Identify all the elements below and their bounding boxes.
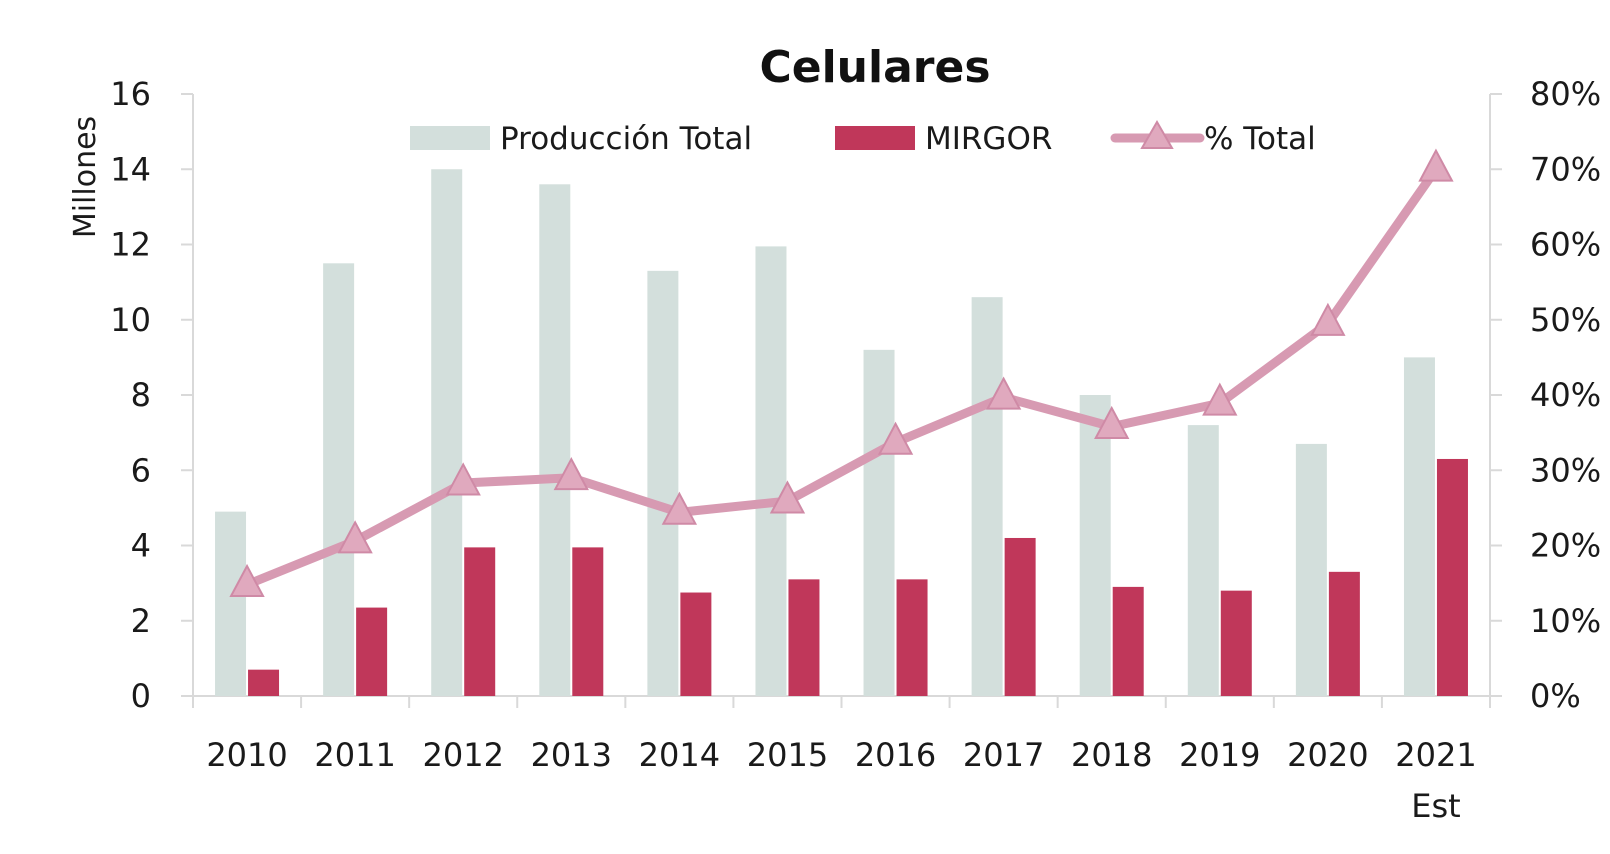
y-tick-label: 16: [110, 75, 151, 113]
x-tick-label: 2012: [422, 736, 503, 774]
y-axis-title: Millones: [68, 116, 103, 238]
mirgor-bar-2010: [248, 669, 280, 696]
percent-marker-2017: [985, 376, 1022, 410]
legend-swatch-mirgor: [835, 126, 915, 150]
y-tick-label: 10: [110, 301, 151, 339]
produccion-bar-2010: [215, 511, 247, 696]
x-tick-label: 2015: [747, 736, 828, 774]
y-tick-label: 6: [131, 451, 151, 489]
produccion-bar-2012: [431, 169, 463, 696]
percent-marker-2020: [1310, 302, 1346, 336]
tick-labels: 0 2 4 6 8 10 12 14 16 0% 10% 20% 30% 40% 50% 60% 70% 80% 2…: [110, 75, 1601, 825]
legend-swatch-percent-marker: [1140, 119, 1174, 149]
mirgor-bar-2018: [1112, 586, 1144, 696]
y2-tick-label: 70%: [1530, 150, 1601, 188]
produccion-bar-2017: [971, 297, 1003, 696]
percent-marker-2013: [553, 457, 589, 491]
x-tick-label: 2021: [1395, 736, 1476, 774]
produccion-bar-2021: [1403, 357, 1435, 696]
produccion-bar-2018: [1079, 395, 1111, 696]
x-tick-label: 2010: [206, 736, 287, 774]
y-tick-label: 0: [131, 677, 151, 715]
y2-tick-label: 0%: [1530, 677, 1581, 715]
produccion-bar-2020: [1295, 443, 1327, 696]
mirgor-bar-2015: [788, 579, 820, 696]
y2-tick-label: 60%: [1530, 226, 1601, 264]
y2-tick-label: 10%: [1530, 602, 1601, 640]
y2-tick-label: 80%: [1530, 75, 1601, 113]
produccion-bar-2015: [755, 246, 787, 696]
percent-marker-2021: [1418, 148, 1454, 182]
x-tick-label: 2011: [314, 736, 395, 774]
y2-tick-label: 30%: [1530, 451, 1601, 489]
percent-marker-2010: [229, 563, 265, 598]
x-tick-label: 2018: [1071, 736, 1152, 774]
mirgor-bar-2016: [896, 579, 928, 696]
legend-swatch-produccion: [410, 126, 490, 150]
mirgor-bar-2017: [1004, 537, 1036, 696]
x-tick-label: 2016: [855, 736, 936, 774]
axes: [181, 93, 1502, 708]
legend-label-percent: % Total: [1204, 121, 1316, 157]
x-tick-label: 2014: [639, 736, 720, 774]
produccion-bar-2019: [1187, 425, 1219, 696]
bars: [215, 169, 1468, 697]
legend-label-mirgor: MIRGOR: [925, 121, 1052, 157]
x-tick-label: 2013: [531, 736, 612, 774]
percent-marker-2014: [661, 491, 698, 525]
legend: Producción Total MIRGOR % Total: [410, 119, 1316, 157]
produccion-bar-2011: [323, 263, 355, 696]
mirgor-bar-2011: [356, 607, 388, 696]
x-tick-sublabel: Est: [1411, 787, 1460, 825]
chart-title: Celulares: [759, 42, 990, 93]
mirgor-bar-2013: [572, 547, 604, 696]
y2-tick-label: 40%: [1530, 376, 1601, 414]
percent-total-line: [242, 164, 1441, 590]
produccion-bar-2016: [863, 349, 895, 696]
y-tick-label: 14: [110, 150, 151, 188]
mirgor-bar-2014: [680, 592, 712, 696]
legend-label-produccion: Producción Total: [500, 121, 752, 157]
percent-marker-2015: [769, 480, 806, 514]
percent-marker-2012: [445, 462, 481, 496]
y-tick-label: 4: [131, 527, 151, 565]
mirgor-bar-2020: [1328, 571, 1360, 696]
percent-marker-2016: [877, 421, 914, 455]
mirgor-bar-2019: [1220, 590, 1252, 696]
mirgor-bar-2021: [1436, 458, 1468, 696]
y-tick-label: 2: [131, 602, 151, 640]
percent-marker-2018: [1094, 405, 1130, 440]
y2-tick-label: 20%: [1530, 527, 1601, 565]
percent-marker-2011: [337, 520, 373, 554]
x-tick-label: 2019: [1179, 736, 1260, 774]
y2-tick-label: 50%: [1530, 301, 1601, 339]
percent-marker-2019: [1202, 382, 1238, 416]
mirgor-bar-2012: [464, 547, 496, 696]
y-tick-label: 12: [110, 226, 151, 264]
y-tick-label: 8: [131, 376, 151, 414]
produccion-bar-2014: [647, 270, 679, 696]
x-tick-label: 2020: [1287, 736, 1368, 774]
x-tick-label: 2017: [963, 736, 1044, 774]
percent-line: [229, 148, 1454, 598]
produccion-bar-2013: [539, 184, 571, 697]
